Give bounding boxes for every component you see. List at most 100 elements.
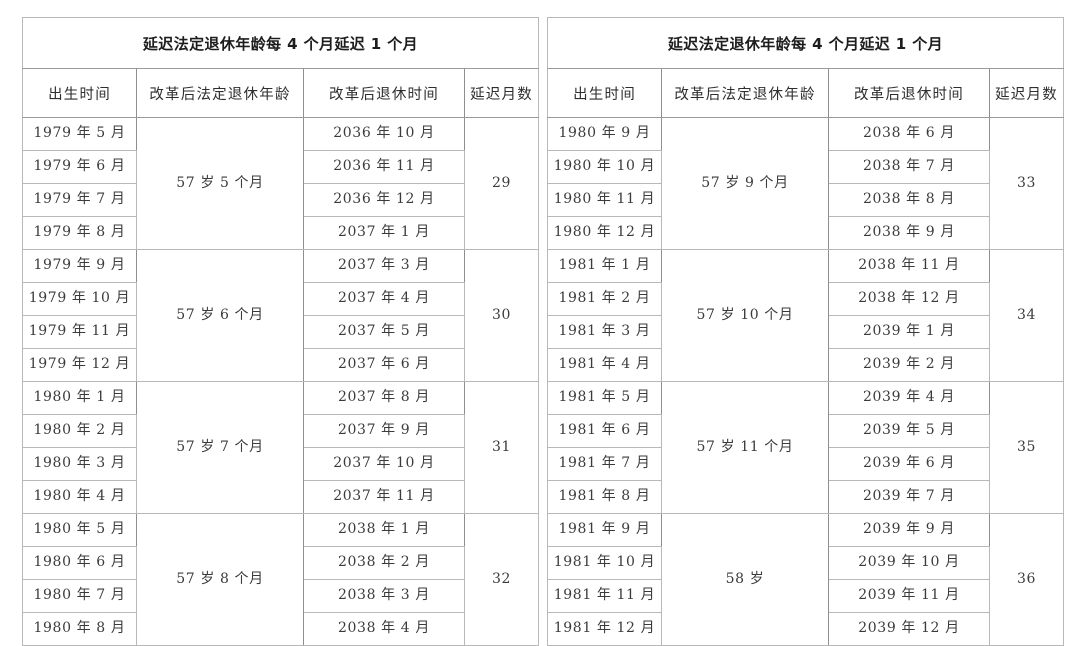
cell-birth-date: 1979 年 7 月 (22, 183, 137, 217)
column-header-retire: 改革后退休时间 (828, 68, 990, 118)
cell-delay-months: 31 (464, 381, 539, 514)
cell-delay-months: 33 (989, 117, 1064, 250)
table-row: 1981 年 2 月 2038 年 12 月 (547, 282, 1064, 316)
cell-retirement-date: 2038 年 2 月 (303, 546, 465, 580)
table-row: 1980 年 3 月 2037 年 10 月 (22, 447, 539, 481)
cell-retirement-date: 2036 年 11 月 (303, 150, 465, 184)
cell-retirement-date: 2039 年 6 月 (828, 447, 990, 481)
cell-retirement-date: 2038 年 4 月 (303, 612, 465, 646)
table-row: 1980 年 12 月 2038 年 9 月 (547, 216, 1064, 250)
cell-retirement-date: 2037 年 5 月 (303, 315, 465, 349)
table-header-row: 出生时间 改革后法定退休年龄 改革后退休时间 延迟月数 (547, 68, 1064, 118)
cell-birth-date: 1979 年 8 月 (22, 216, 137, 250)
table-row: 1979 年 7 月 2036 年 12 月 (22, 183, 539, 217)
cell-retirement-age: 57 岁 7 个月 (136, 381, 304, 514)
cell-birth-date: 1980 年 5 月 (22, 513, 137, 547)
cell-retirement-date: 2038 年 1 月 (303, 513, 465, 547)
cell-retirement-date: 2037 年 1 月 (303, 216, 465, 250)
cell-retirement-date: 2039 年 4 月 (828, 381, 990, 415)
column-header-birth: 出生时间 (547, 68, 662, 118)
table-row: 1981 年 1 月 57 岁 10 个月 2038 年 11 月 34 (547, 249, 1064, 382)
table-header-row: 出生时间 改革后法定退休年龄 改革后退休时间 延迟月数 (22, 68, 539, 118)
table-row: 1980 年 4 月 2037 年 11 月 (22, 480, 539, 514)
cell-retirement-date: 2038 年 6 月 (828, 117, 990, 151)
cell-retirement-date: 2037 年 8 月 (303, 381, 465, 415)
cell-birth-date: 1981 年 8 月 (547, 480, 662, 514)
table-row: 1980 年 5 月 57 岁 8 个月 2038 年 1 月 32 (22, 513, 539, 646)
table-title-row: 延迟法定退休年龄每 4 个月延迟 1 个月 (22, 17, 539, 69)
cell-retirement-date: 2036 年 10 月 (303, 117, 465, 151)
cell-birth-date: 1980 年 12 月 (547, 216, 662, 250)
cell-retirement-age: 58 岁 (661, 513, 829, 646)
table-row: 1981 年 5 月 57 岁 11 个月 2039 年 4 月 35 (547, 381, 1064, 514)
cell-birth-date: 1979 年 11 月 (22, 315, 137, 349)
cell-retirement-date: 2038 年 11 月 (828, 249, 990, 283)
retirement-schedule-table-1: 延迟法定退休年龄每 4 个月延迟 1 个月 出生时间 改革后法定退休年龄 改革后退休时… (22, 17, 539, 646)
cell-birth-date: 1981 年 10 月 (547, 546, 662, 580)
column-header-age: 改革后法定退休年龄 (661, 68, 829, 118)
cell-birth-date: 1980 年 8 月 (22, 612, 137, 646)
table-title: 延迟法定退休年龄每 4 个月延迟 1 个月 (547, 17, 1064, 69)
table-row: 1980 年 2 月 2037 年 9 月 (22, 414, 539, 448)
cell-birth-date: 1980 年 3 月 (22, 447, 137, 481)
table-row: 1979 年 12 月 2037 年 6 月 (22, 348, 539, 382)
cell-birth-date: 1980 年 10 月 (547, 150, 662, 184)
cell-retirement-date: 2038 年 3 月 (303, 579, 465, 613)
table-row: 1981 年 10 月 2039 年 10 月 (547, 546, 1064, 580)
cell-retirement-date: 2038 年 7 月 (828, 150, 990, 184)
column-header-age: 改革后法定退休年龄 (136, 68, 304, 118)
cell-birth-date: 1980 年 9 月 (547, 117, 662, 151)
table-row: 1979 年 11 月 2037 年 5 月 (22, 315, 539, 349)
table-row: 1981 年 7 月 2039 年 6 月 (547, 447, 1064, 481)
table-row: 1979 年 5 月 57 岁 5 个月 2036 年 10 月 29 (22, 117, 539, 250)
cell-retirement-date: 2037 年 4 月 (303, 282, 465, 316)
cell-delay-months: 29 (464, 117, 539, 250)
cell-retirement-age: 57 岁 11 个月 (661, 381, 829, 514)
cell-retirement-date: 2038 年 8 月 (828, 183, 990, 217)
cell-retirement-age: 57 岁 8 个月 (136, 513, 304, 646)
cell-retirement-date: 2039 年 5 月 (828, 414, 990, 448)
table-row: 1979 年 10 月 2037 年 4 月 (22, 282, 539, 316)
table-row: 1980 年 1 月 57 岁 7 个月 2037 年 8 月 31 (22, 381, 539, 514)
cell-birth-date: 1979 年 5 月 (22, 117, 137, 151)
cell-retirement-date: 2039 年 7 月 (828, 480, 990, 514)
cell-birth-date: 1981 年 11 月 (547, 579, 662, 613)
column-header-retire: 改革后退休时间 (303, 68, 465, 118)
cell-birth-date: 1979 年 12 月 (22, 348, 137, 382)
cell-retirement-date: 2038 年 12 月 (828, 282, 990, 316)
cell-birth-date: 1980 年 11 月 (547, 183, 662, 217)
table-row: 1980 年 6 月 2038 年 2 月 (22, 546, 539, 580)
table-row: 1981 年 9 月 58 岁 2039 年 9 月 36 (547, 513, 1064, 646)
cell-retirement-date: 2039 年 10 月 (828, 546, 990, 580)
cell-birth-date: 1981 年 7 月 (547, 447, 662, 481)
cell-retirement-age: 57 岁 9 个月 (661, 117, 829, 250)
cell-birth-date: 1981 年 4 月 (547, 348, 662, 382)
table-row: 1980 年 10 月 2038 年 7 月 (547, 150, 1064, 184)
column-header-months: 延迟月数 (464, 68, 539, 118)
cell-birth-date: 1981 年 1 月 (547, 249, 662, 283)
table-row: 1980 年 9 月 57 岁 9 个月 2038 年 6 月 33 (547, 117, 1064, 250)
cell-retirement-date: 2037 年 3 月 (303, 249, 465, 283)
table-row: 1979 年 6 月 2036 年 11 月 (22, 150, 539, 184)
table-row: 1980 年 11 月 2038 年 8 月 (547, 183, 1064, 217)
retirement-tables-container: 延迟法定退休年龄每 4 个月延迟 1 个月 出生时间 改革后法定退休年龄 改革后退休时… (22, 17, 1064, 646)
table-title-row: 延迟法定退休年龄每 4 个月延迟 1 个月 (547, 17, 1064, 69)
cell-retirement-date: 2036 年 12 月 (303, 183, 465, 217)
cell-retirement-age: 57 岁 6 个月 (136, 249, 304, 382)
cell-retirement-date: 2039 年 11 月 (828, 579, 990, 613)
cell-delay-months: 34 (989, 249, 1064, 382)
cell-birth-date: 1979 年 10 月 (22, 282, 137, 316)
cell-retirement-age: 57 岁 5 个月 (136, 117, 304, 250)
column-header-birth: 出生时间 (22, 68, 137, 118)
cell-retirement-date: 2039 年 9 月 (828, 513, 990, 547)
table-row: 1979 年 9 月 57 岁 6 个月 2037 年 3 月 30 (22, 249, 539, 382)
cell-birth-date: 1981 年 6 月 (547, 414, 662, 448)
table-row: 1981 年 11 月 2039 年 11 月 (547, 579, 1064, 613)
cell-delay-months: 36 (989, 513, 1064, 646)
cell-birth-date: 1981 年 3 月 (547, 315, 662, 349)
cell-birth-date: 1981 年 5 月 (547, 381, 662, 415)
cell-retirement-date: 2037 年 10 月 (303, 447, 465, 481)
cell-retirement-date: 2038 年 9 月 (828, 216, 990, 250)
table-title: 延迟法定退休年龄每 4 个月延迟 1 个月 (22, 17, 539, 69)
